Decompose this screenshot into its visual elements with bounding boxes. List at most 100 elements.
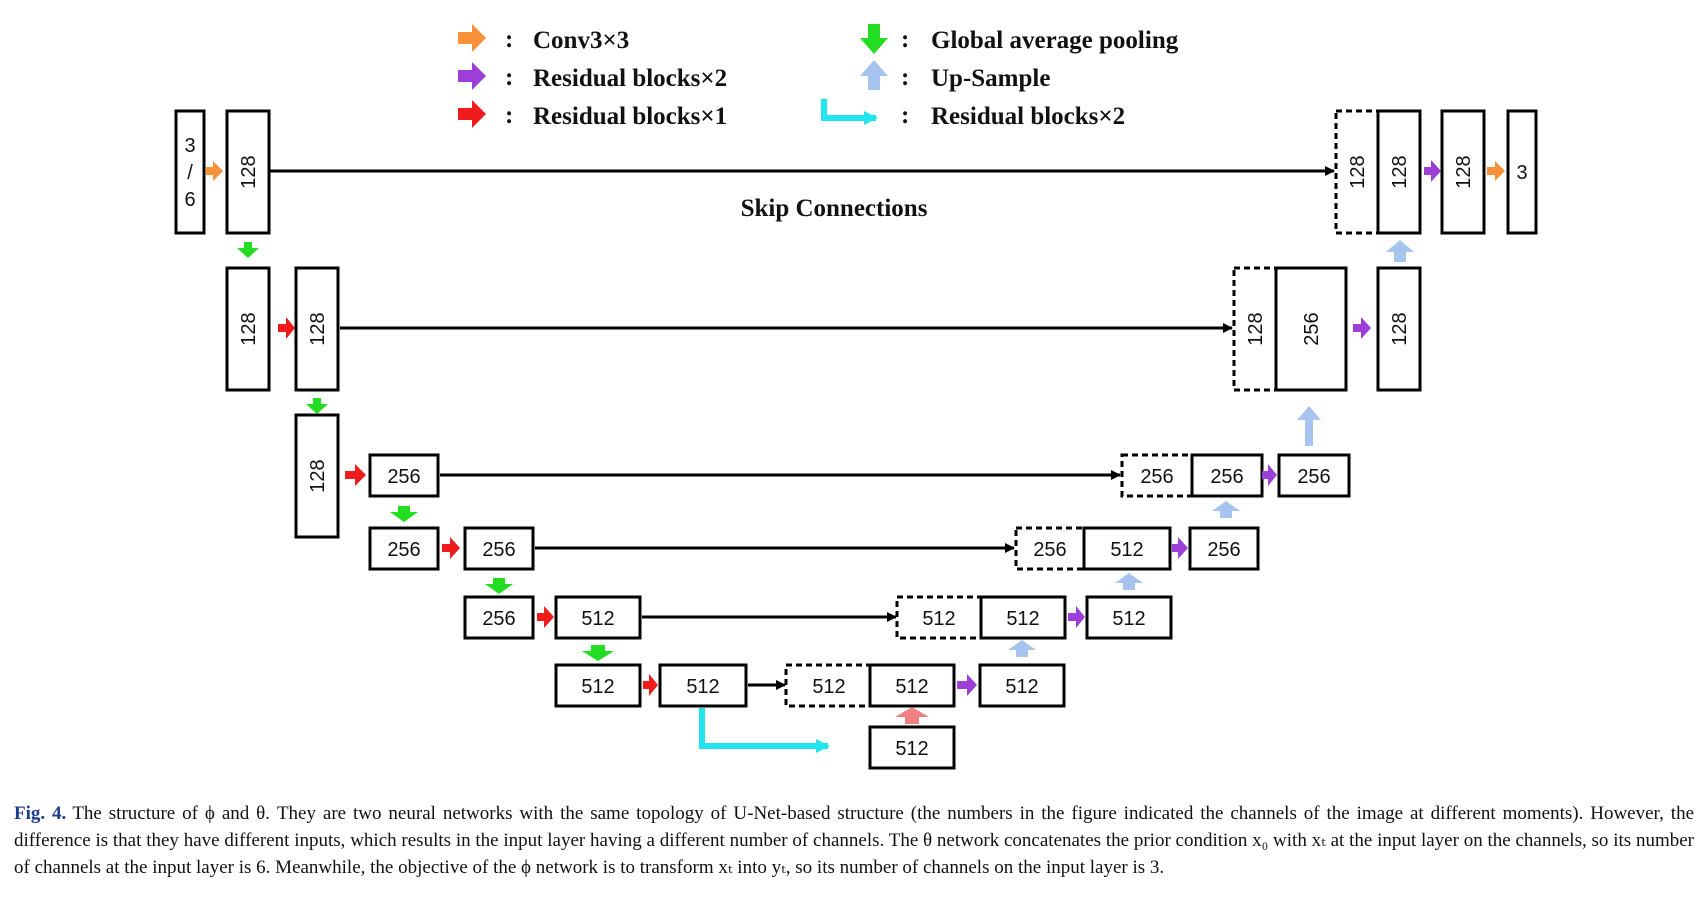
enc-block-5b [554,595,642,640]
enc-block-3b [368,453,440,498]
legend-sep: : [901,102,909,129]
gap-arrow-icon [860,24,888,54]
enc-block-2a-label: 128 [238,312,260,345]
dec1-up-label: 128 [1389,155,1411,188]
dec5-up-block [979,595,1067,640]
caption-text: The structure of ϕ and θ. They are two n… [14,803,1694,878]
encoder: 3 / 6 128 128 128 128 256 256 256 256 51… [174,109,956,770]
dec5-concat-label: 512 [922,608,955,630]
skip-connections-label: Skip Connections [741,195,928,222]
dec5-out-label: 512 [1112,608,1145,630]
res1-arrow-icon [442,537,460,559]
upsample-arrow-icon [1008,640,1036,657]
legend-res1-label: Residual blocks×1 [533,103,727,130]
bottleneck-block [868,725,956,770]
gap-arrow-icon [582,645,614,661]
dec6-concat-label: 512 [812,676,845,698]
dec4-out-label: 256 [1207,539,1240,561]
dec6-up-block [868,663,956,708]
enc-block-1-label: 128 [238,155,260,188]
enc-block-6b [658,663,748,708]
dec4-up-label: 512 [1110,539,1143,561]
upsample-arrow-icon [1212,501,1240,518]
enc-block-1 [225,109,271,235]
legend: : Conv3×3 : Residual blocks×2 : Residual… [458,24,1179,130]
figure-label: Fig. 4. [14,803,67,824]
bottleneck-residual-arrow [699,708,830,753]
gap-arrow-icon [306,398,328,414]
res2-arrow-icon [1353,317,1371,339]
output-block [1506,109,1538,235]
enc-block-2b [294,266,340,392]
dec2-up-block [1274,266,1348,392]
bottleneck-block-label: 512 [895,738,928,760]
output-channels-label: 3 [1516,162,1527,184]
enc-block-4b-label: 256 [482,539,515,561]
enc-block-4b [463,526,535,571]
res2-arrow-icon [1068,606,1085,628]
bottleneck-up-arrow-icon [895,707,929,724]
input-channels-bottom: 6 [184,189,195,211]
res1-arrow-icon [278,317,295,339]
dec2-out-block [1376,266,1422,392]
res2-arrow-icon [1424,160,1441,182]
legend-sep: : [505,102,513,129]
dec4-concat-label: 256 [1033,539,1066,561]
dec1-out-label: 128 [1453,155,1475,188]
res2-arrow-icon [458,62,486,90]
dec1-out-block [1440,109,1486,235]
legend-res2-label: Residual blocks×2 [533,65,727,92]
dec3-out-block [1277,453,1351,498]
operation-arrows [206,160,1505,724]
dec6-out-block [978,663,1066,708]
dec3-concat-block [1120,453,1194,498]
enc-block-2b-label: 128 [307,312,329,345]
res1-arrow-icon [345,464,366,486]
legend-sep: : [505,64,513,91]
res2-arrow-icon [957,674,977,696]
input-channels-top: 3 [184,135,195,157]
enc-block-6b-label: 512 [686,676,719,698]
res2-arrow-icon [1262,464,1277,486]
dec3-up-label: 256 [1210,466,1243,488]
dec6-out-label: 512 [1005,676,1038,698]
dec4-concat-block [1014,526,1086,571]
dec2-out-label: 128 [1389,312,1411,345]
upsample-arrow-icon [1115,573,1143,590]
dec5-up-label: 512 [1006,608,1039,630]
dec2-concat-label: 128 [1245,312,1267,345]
legend-sep: : [901,64,909,91]
enc-block-5a-label: 256 [482,608,515,630]
upsample-arrow-icon [1386,240,1414,262]
enc-block-3a [294,413,340,539]
upsample-arrow-icon [860,60,888,90]
upsample-arrow-icon [1297,406,1321,446]
res1-arrow-icon [537,606,554,628]
dec4-up-block [1082,526,1172,571]
conv-arrow-icon [458,24,486,52]
conv-arrow-icon [1487,161,1505,181]
enc-block-6a [554,663,642,708]
conv-arrow-icon [206,161,223,181]
res2-arrow-icon [1172,537,1188,559]
dec2-up-label: 256 [1301,312,1323,345]
gap-arrow-icon [237,242,259,258]
dec3-concat-label: 256 [1140,466,1173,488]
dec1-up-block [1376,109,1422,235]
legend-up-label: Up-Sample [931,65,1050,92]
res1-arrow-icon [643,674,658,696]
dec1-concat-label: 128 [1347,155,1369,188]
input-block [174,109,206,235]
decoder: 512 512 512 512 512 512 256 512 256 256 … [784,109,1538,708]
enc-block-3b-label: 256 [387,466,420,488]
legend-sep: : [901,26,909,53]
dec5-concat-block [895,595,983,640]
skip-connections [270,166,1335,690]
input-slash: / [187,162,193,184]
legend-conv-label: Conv3×3 [533,27,629,54]
enc-block-5a [463,595,535,640]
legend-sep: : [505,26,513,53]
gap-arrow-icon [390,506,418,522]
figure-caption: Fig. 4. The structure of ϕ and θ. They ar… [14,800,1694,881]
enc-block-5b-label: 512 [581,608,614,630]
